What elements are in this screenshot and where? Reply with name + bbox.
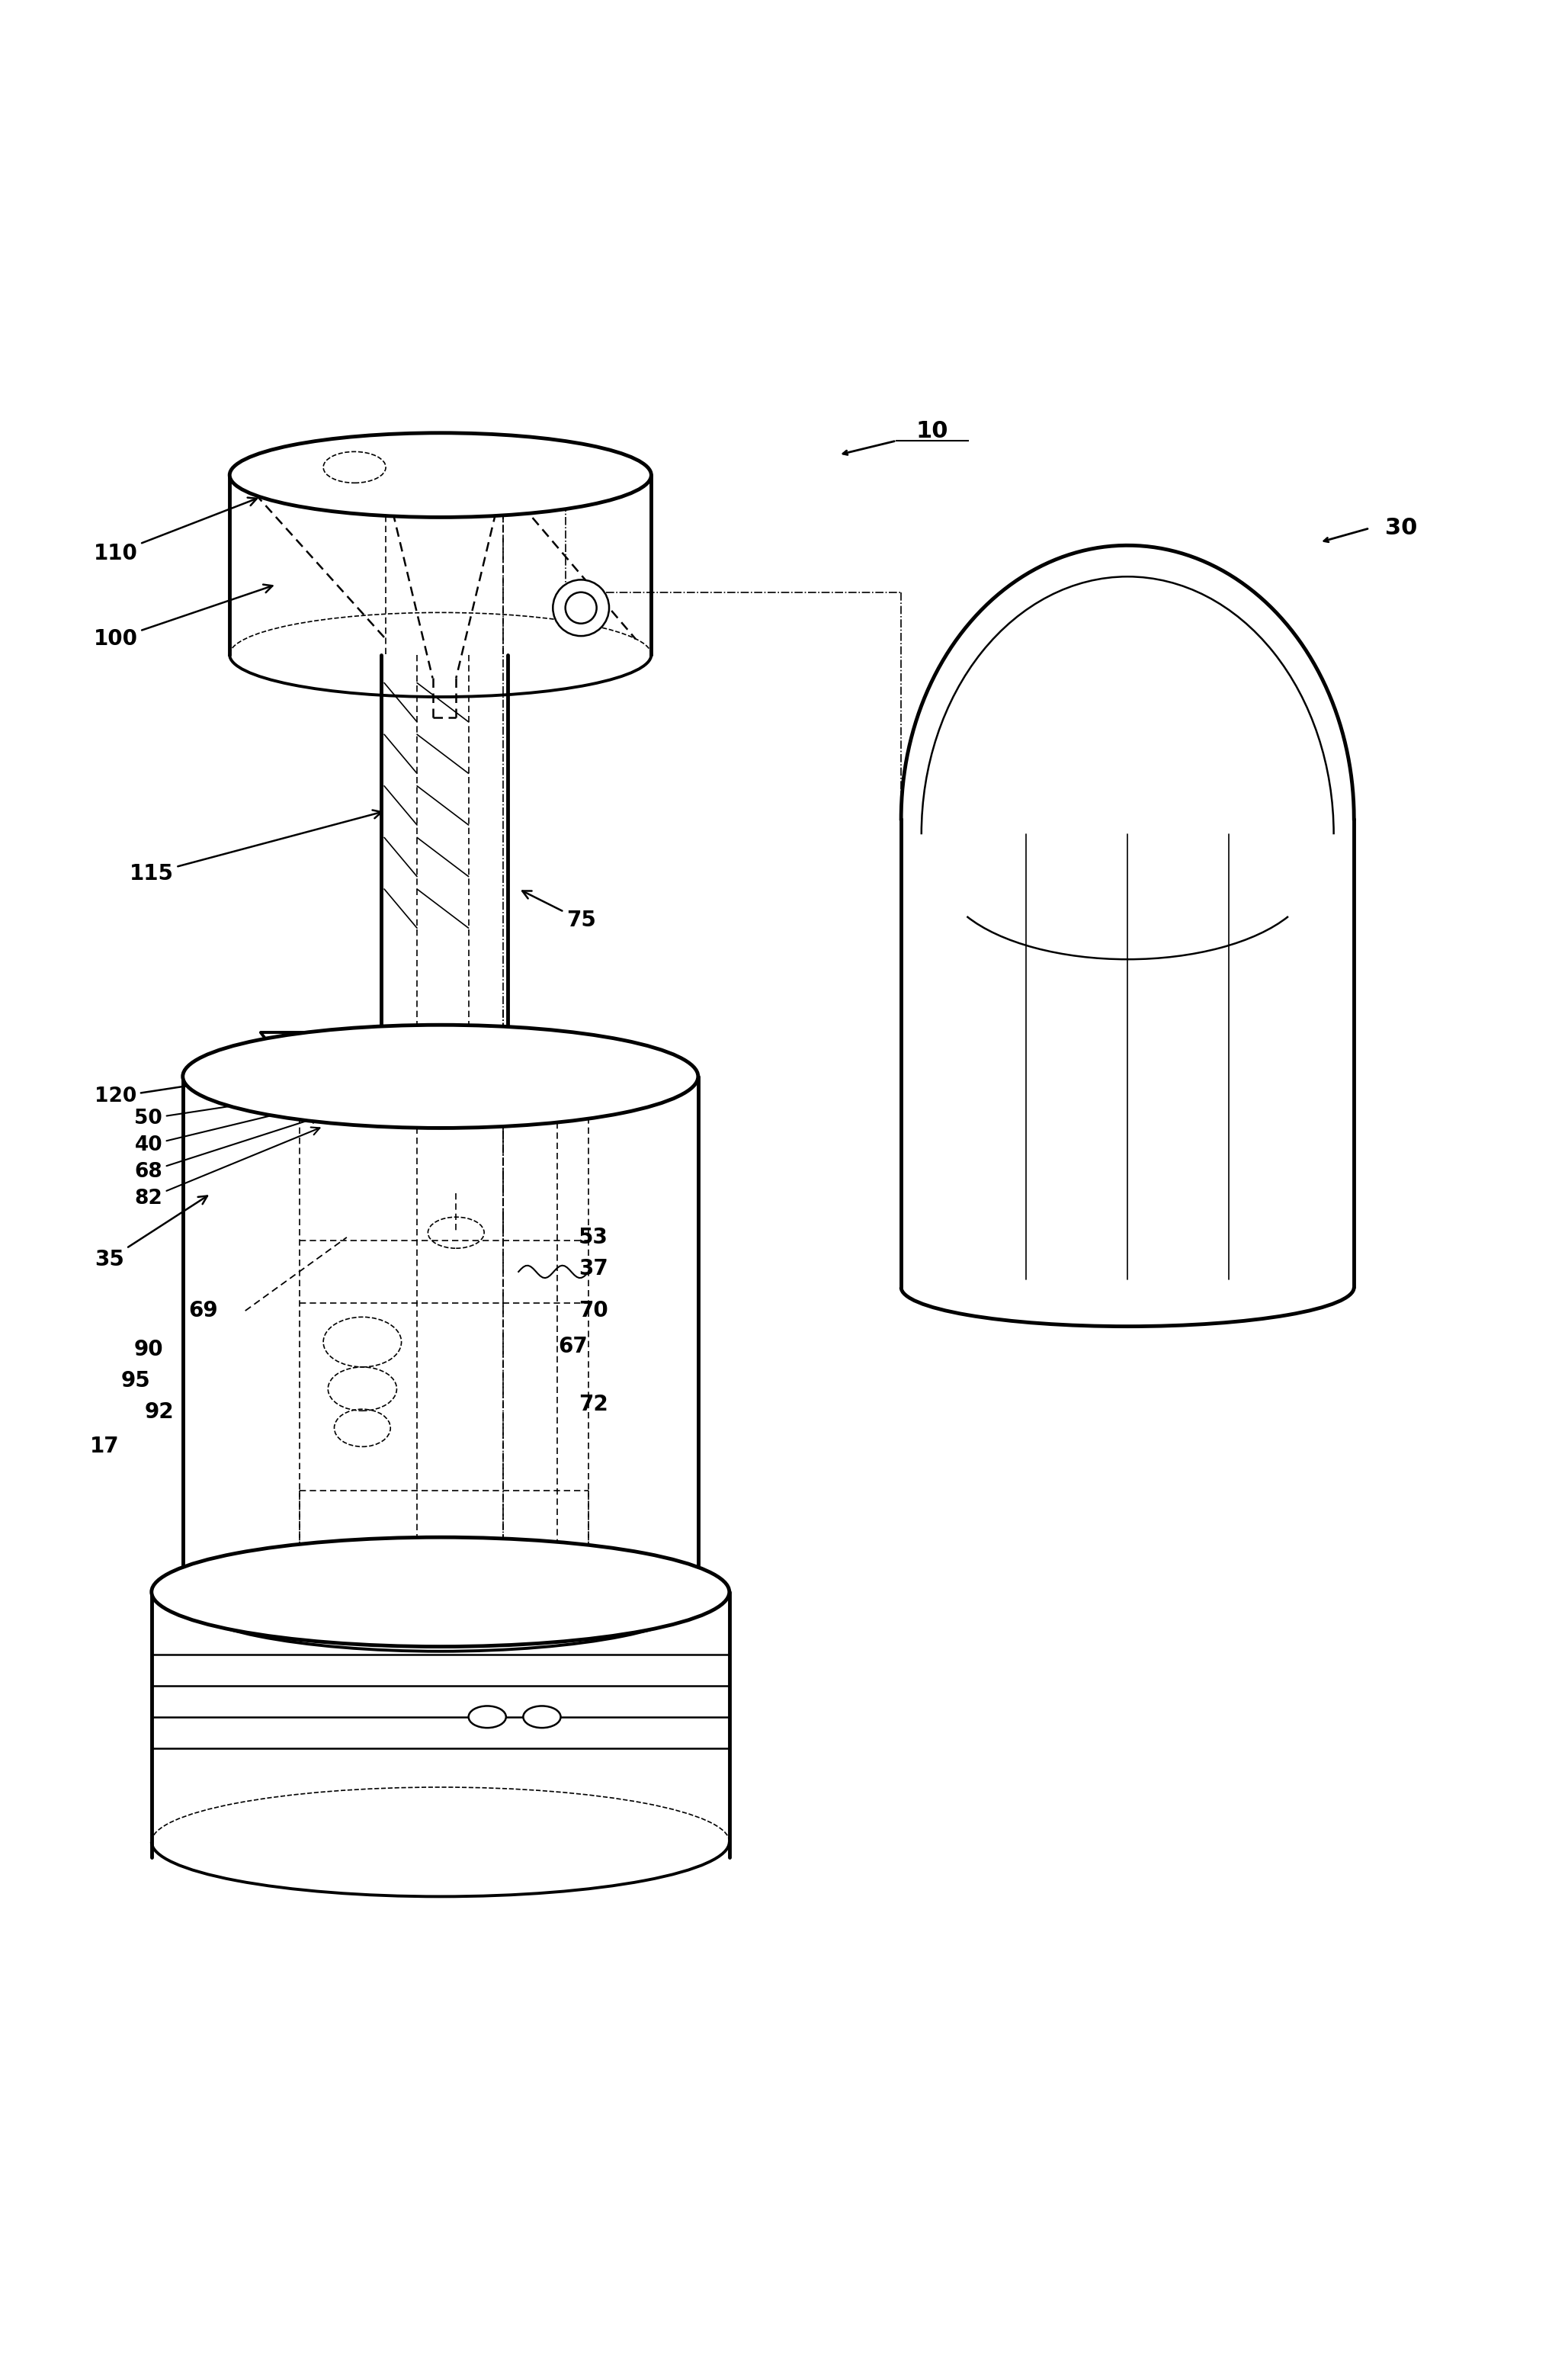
Text: 53: 53 — [579, 1227, 608, 1249]
Text: 40: 40 — [135, 1103, 320, 1154]
Ellipse shape — [469, 1706, 506, 1727]
Text: 92: 92 — [144, 1402, 174, 1423]
Text: 30: 30 — [1385, 516, 1417, 540]
Text: 100: 100 — [94, 584, 273, 650]
Text: 17: 17 — [89, 1437, 119, 1458]
Ellipse shape — [524, 1706, 561, 1727]
Text: 52: 52 — [220, 1030, 405, 1072]
Text: 69: 69 — [188, 1301, 218, 1322]
Text: 90: 90 — [133, 1338, 163, 1359]
Text: 70: 70 — [579, 1301, 608, 1322]
Text: 72: 72 — [579, 1395, 608, 1416]
Text: 68: 68 — [135, 1114, 320, 1183]
Text: 67: 67 — [558, 1336, 588, 1357]
Text: 85: 85 — [499, 1051, 612, 1072]
Text: 75: 75 — [522, 891, 596, 931]
Text: 35: 35 — [94, 1197, 207, 1270]
Text: 110: 110 — [94, 497, 257, 563]
Text: 120: 120 — [94, 1067, 296, 1107]
Ellipse shape — [183, 1025, 698, 1129]
Ellipse shape — [566, 591, 596, 624]
Ellipse shape — [323, 452, 386, 483]
Text: 115: 115 — [130, 810, 381, 884]
Ellipse shape — [554, 580, 608, 636]
Text: 50: 50 — [135, 1091, 320, 1129]
Text: 95: 95 — [121, 1371, 151, 1392]
Text: 65: 65 — [554, 1093, 612, 1114]
Ellipse shape — [152, 1536, 729, 1647]
Text: 82: 82 — [135, 1126, 320, 1209]
Text: 37: 37 — [579, 1258, 608, 1279]
Text: 10: 10 — [916, 419, 949, 443]
Ellipse shape — [229, 434, 651, 518]
Text: 15: 15 — [491, 1612, 612, 1633]
